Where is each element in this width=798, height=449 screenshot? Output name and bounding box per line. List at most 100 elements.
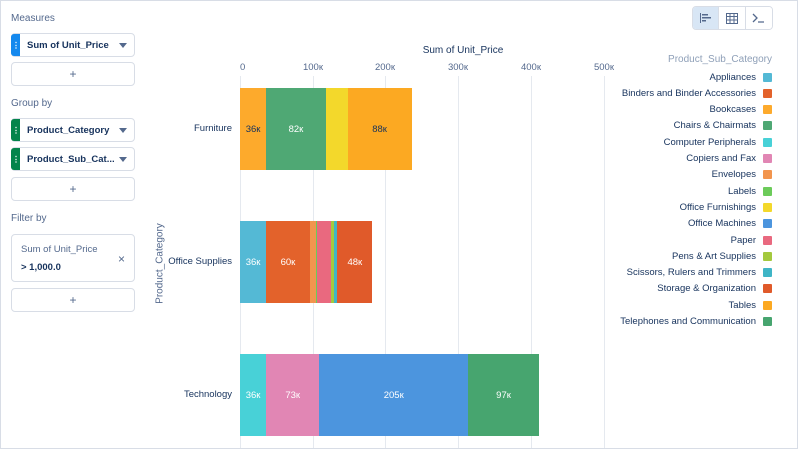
chart-view-button[interactable] xyxy=(693,7,720,29)
measure-pill[interactable]: ⋮ Sum of Unit_Price xyxy=(11,33,135,57)
legend-swatch xyxy=(763,202,772,212)
bar-segment[interactable]: 82к xyxy=(266,88,326,170)
legend-label: Paper xyxy=(730,234,756,246)
legend-item[interactable]: Storage & Organization xyxy=(586,282,772,296)
filter-field: Sum of Unit_Price xyxy=(21,244,98,255)
chevron-down-icon[interactable] xyxy=(119,156,127,162)
bar-segment[interactable] xyxy=(330,221,334,303)
legend-swatch xyxy=(763,268,772,278)
group-pill-subcategory[interactable]: ⋮ Product_Sub_Cat... xyxy=(11,147,135,171)
legend-item[interactable]: Appliances xyxy=(586,70,772,84)
y-tick-label: Furniture xyxy=(193,123,232,134)
bar-segment[interactable]: 48к xyxy=(337,221,373,303)
legend-label: Scissors, Rulers and Trimmers xyxy=(626,267,756,279)
legend-item[interactable]: Office Machines xyxy=(586,217,772,231)
bar-segment[interactable] xyxy=(333,221,338,303)
legend-swatch xyxy=(763,317,772,326)
bar-segment[interactable] xyxy=(309,221,317,303)
measures-title: Measures xyxy=(11,13,55,24)
legend-item[interactable]: Tables xyxy=(586,298,772,312)
legend-item[interactable]: Envelopes xyxy=(586,168,772,182)
legend-label: Tables xyxy=(728,299,756,311)
legend-item[interactable]: Scissors, Rulers and Trimmers xyxy=(586,266,772,280)
legend-swatch xyxy=(763,154,772,163)
add-measure-button[interactable]: + xyxy=(11,62,135,86)
gridline xyxy=(531,76,532,448)
legend-label: Office Machines xyxy=(688,218,756,230)
chevron-down-icon[interactable] xyxy=(119,127,127,133)
x-tick-label: 0 xyxy=(240,62,246,73)
drag-handle-icon[interactable]: ⋮ xyxy=(11,119,20,141)
filter-title: Filter by xyxy=(11,213,47,224)
legend-item[interactable]: Binders and Binder Accessories xyxy=(586,86,772,100)
bar-segment[interactable]: 88к xyxy=(347,88,412,170)
console-icon xyxy=(752,13,765,23)
legend-swatch xyxy=(763,105,772,115)
legend-title: Product_Sub_Category xyxy=(668,54,772,65)
legend-label: Binders and Binder Accessories xyxy=(621,87,756,99)
x-tick-label: 400к xyxy=(520,62,542,73)
legend-swatch xyxy=(763,235,772,245)
legend-label: Envelopes xyxy=(711,169,756,181)
legend-item[interactable]: Office Furnishings xyxy=(586,200,772,214)
legend-label: Bookcases xyxy=(709,104,756,116)
legend-item[interactable]: Paper xyxy=(586,233,772,247)
legend-swatch xyxy=(763,170,772,180)
legend-swatch xyxy=(763,284,772,294)
filter-value: > 1,000.0 xyxy=(21,262,61,273)
bar-segment[interactable]: 36к xyxy=(240,354,267,436)
bar-segment[interactable] xyxy=(316,221,318,303)
drag-handle-icon[interactable]: ⋮ xyxy=(11,34,20,56)
chart-title: Sum of Unit_Price xyxy=(422,45,504,56)
group-pill-category[interactable]: ⋮ Product_Category xyxy=(11,118,135,142)
legend-item[interactable]: Computer Peripherals xyxy=(586,135,772,149)
legend-label: Office Furnishings xyxy=(679,201,756,213)
y-tick-label: Office Supplies xyxy=(168,256,232,267)
filter-card[interactable]: Sum of Unit_Price > 1,000.0 × xyxy=(11,234,135,282)
legend-swatch xyxy=(763,88,772,98)
bar-segment[interactable] xyxy=(317,221,331,303)
add-filter-button[interactable]: + xyxy=(11,288,135,312)
bar-segment[interactable] xyxy=(325,88,348,170)
legend-label: Appliances xyxy=(709,71,756,83)
gridline xyxy=(604,76,605,448)
bar-segment[interactable]: 36к xyxy=(240,88,267,170)
bar-segment[interactable]: 97к xyxy=(468,354,539,436)
legend-swatch xyxy=(763,137,772,147)
bar-segment[interactable]: 205к xyxy=(319,354,469,436)
legend-swatch xyxy=(763,219,772,229)
groupby-title: Group by xyxy=(11,98,53,109)
query-view-button[interactable] xyxy=(745,7,772,29)
bar-segment[interactable]: 73к xyxy=(266,354,320,436)
chevron-down-icon[interactable] xyxy=(119,42,127,48)
legend-item[interactable]: Pens & Art Supplies xyxy=(586,249,772,263)
legend-label: Computer Peripherals xyxy=(663,136,756,148)
drag-handle-icon[interactable]: ⋮ xyxy=(11,148,20,170)
legend-swatch xyxy=(763,186,772,196)
legend-item[interactable]: Chairs & Chairmats xyxy=(586,119,772,133)
legend-swatch xyxy=(763,72,772,82)
gridline xyxy=(458,76,459,448)
legend-label: Chairs & Chairmats xyxy=(673,120,756,132)
legend-label: Copiers and Fax xyxy=(686,153,756,164)
legend-swatch xyxy=(763,121,772,131)
bar-chart-icon xyxy=(699,13,711,23)
bar-segment[interactable]: 36к xyxy=(240,221,267,303)
table-view-button[interactable] xyxy=(719,7,746,29)
x-tick-label: 500к xyxy=(593,62,615,73)
legend-label: Telephones and Communication xyxy=(620,316,756,327)
close-icon[interactable]: × xyxy=(117,252,125,266)
x-tick-label: 200к xyxy=(374,62,396,73)
group-label: Product_Category xyxy=(27,124,110,136)
legend-item[interactable]: Telephones and Communication xyxy=(586,315,772,329)
legend-item[interactable]: Labels xyxy=(586,184,772,198)
legend-item[interactable]: Copiers and Fax xyxy=(586,152,772,166)
y-tick-label: Technology xyxy=(183,389,232,400)
table-icon xyxy=(726,12,739,24)
x-tick-label: 100к xyxy=(302,62,324,73)
legend-item[interactable]: Bookcases xyxy=(586,103,772,117)
bar-segment[interactable]: 60к xyxy=(266,221,310,303)
legend-label: Labels xyxy=(728,185,756,197)
add-group-button[interactable]: + xyxy=(11,177,135,201)
view-toggle xyxy=(692,6,773,30)
